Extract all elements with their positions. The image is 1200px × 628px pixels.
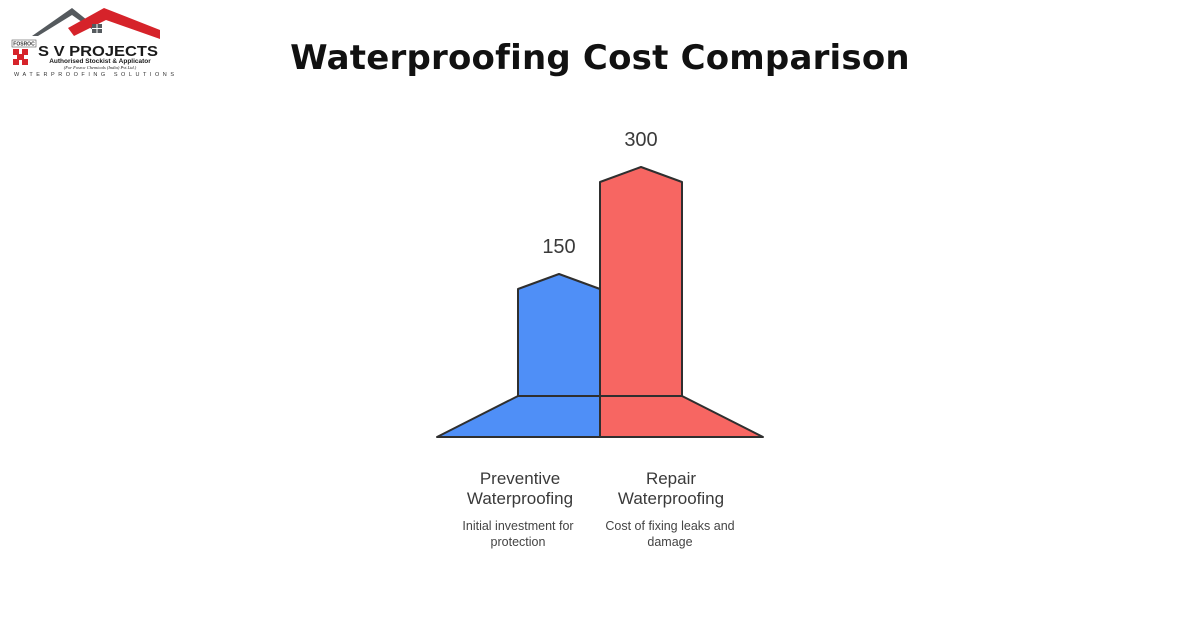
red-roof-icon: [68, 8, 160, 39]
bar-preventive: [517, 273, 601, 397]
category-label-line: Repair: [645, 469, 697, 488]
logo-tagline: Authorised Stockist & Applicator: [49, 58, 151, 65]
category-description-preventive: Initial investment for protection: [428, 518, 608, 550]
category-label-line: Preventive: [479, 469, 561, 488]
category-label-preventive: Preventive Waterproofing: [430, 469, 610, 509]
bar-repair: [599, 166, 683, 397]
logo-subline: (For Fosroc Chemicals (India) Pvt.Ltd.): [64, 65, 137, 70]
category-label-repair: Repair Waterproofing: [581, 469, 761, 509]
description-line: damage: [647, 535, 693, 549]
value-label-repair: 300: [624, 129, 657, 151]
brand-badge: [11, 39, 37, 48]
category-label-line: Waterproofing: [466, 489, 574, 508]
chart-title: Waterproofing Cost Comparison: [290, 38, 910, 78]
logo-name: S V PROJECTS: [38, 43, 158, 60]
description-line: Cost of fixing leaks and: [605, 519, 735, 533]
value-label-preventive: 150: [542, 236, 575, 258]
swirl-mark-icon: [13, 49, 28, 65]
category-label-line: Waterproofing: [617, 489, 725, 508]
brand-badge-text: FOSROC: [13, 42, 35, 48]
description-line: Initial investment for: [462, 519, 574, 533]
category-description-repair: Cost of fixing leaks and damage: [580, 518, 760, 550]
description-line: protection: [490, 535, 546, 549]
base-repair: [599, 395, 764, 438]
logo-bottom: WATERPROOFING SOLUTIONS: [14, 72, 174, 78]
sv-projects-logo: FOSROC S V PROJECTS Authorised Stockist …: [11, 8, 174, 78]
base-preventive: [436, 395, 601, 438]
